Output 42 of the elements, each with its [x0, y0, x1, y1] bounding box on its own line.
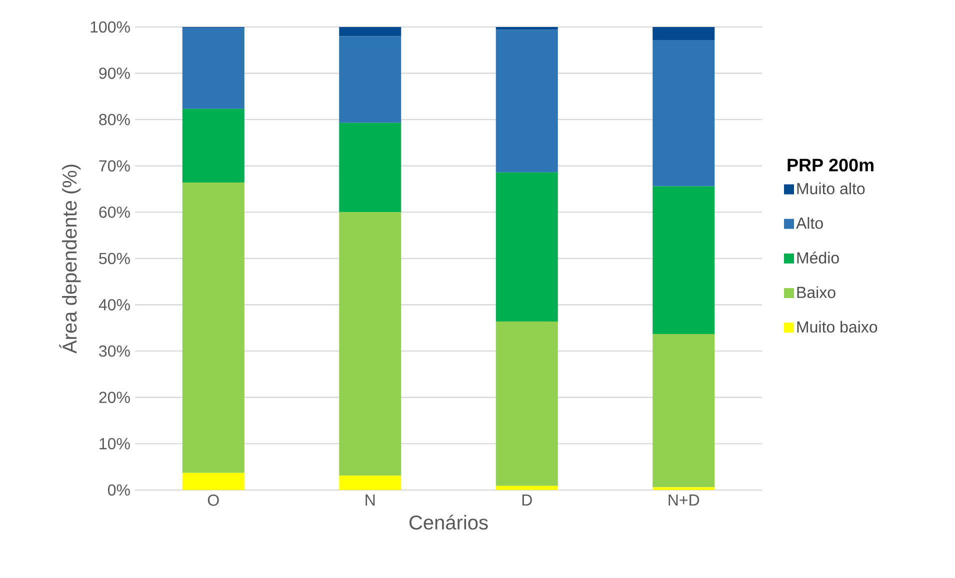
y-tick-label: 10% — [100, 438, 130, 450]
y-tick-label: 100% — [90, 21, 130, 33]
y-tick-label: 20% — [99, 392, 130, 404]
x-tick-label: N — [366, 494, 375, 506]
bar — [182, 472, 244, 490]
bar — [496, 26, 558, 30]
bar — [652, 40, 715, 186]
bar — [339, 26, 402, 36]
bar — [339, 476, 402, 490]
y-tick-label: 40% — [98, 299, 130, 310]
x-tick-label: D — [522, 494, 532, 506]
bar — [182, 182, 244, 473]
bar — [652, 26, 715, 40]
legend-label: Médio — [797, 252, 839, 264]
bar — [339, 212, 402, 476]
bar — [339, 122, 402, 212]
y-tick-label: 50% — [99, 252, 130, 264]
y-tick-label: 90% — [99, 68, 130, 79]
y-tick-label: 60% — [99, 206, 130, 218]
y-tick-label: 0% — [108, 484, 130, 496]
legend-label: Muito baixo — [797, 320, 878, 333]
bar — [182, 108, 244, 183]
legend-title: PRP 200m — [788, 158, 874, 172]
bar — [496, 172, 558, 322]
y-tick-label: 70% — [99, 160, 130, 172]
y-axis-title: Área dependente (%) — [59, 164, 81, 354]
y-tick-label: 80% — [99, 114, 130, 126]
bar — [496, 321, 558, 486]
x-tick-label: O — [208, 494, 219, 506]
bar — [496, 486, 558, 490]
bar — [652, 334, 715, 488]
bar — [339, 36, 402, 123]
x-axis-title: Cenários — [410, 514, 488, 530]
bar — [652, 487, 715, 490]
legend-label: Baixo — [797, 286, 836, 298]
bar — [496, 30, 558, 172]
y-tick-label: 30% — [99, 345, 130, 357]
x-tick-label: N+D — [668, 494, 700, 506]
legend-label: Muito alto — [797, 182, 865, 194]
bar — [652, 186, 715, 334]
bar — [182, 28, 244, 109]
legend-label: Alto — [796, 217, 823, 229]
